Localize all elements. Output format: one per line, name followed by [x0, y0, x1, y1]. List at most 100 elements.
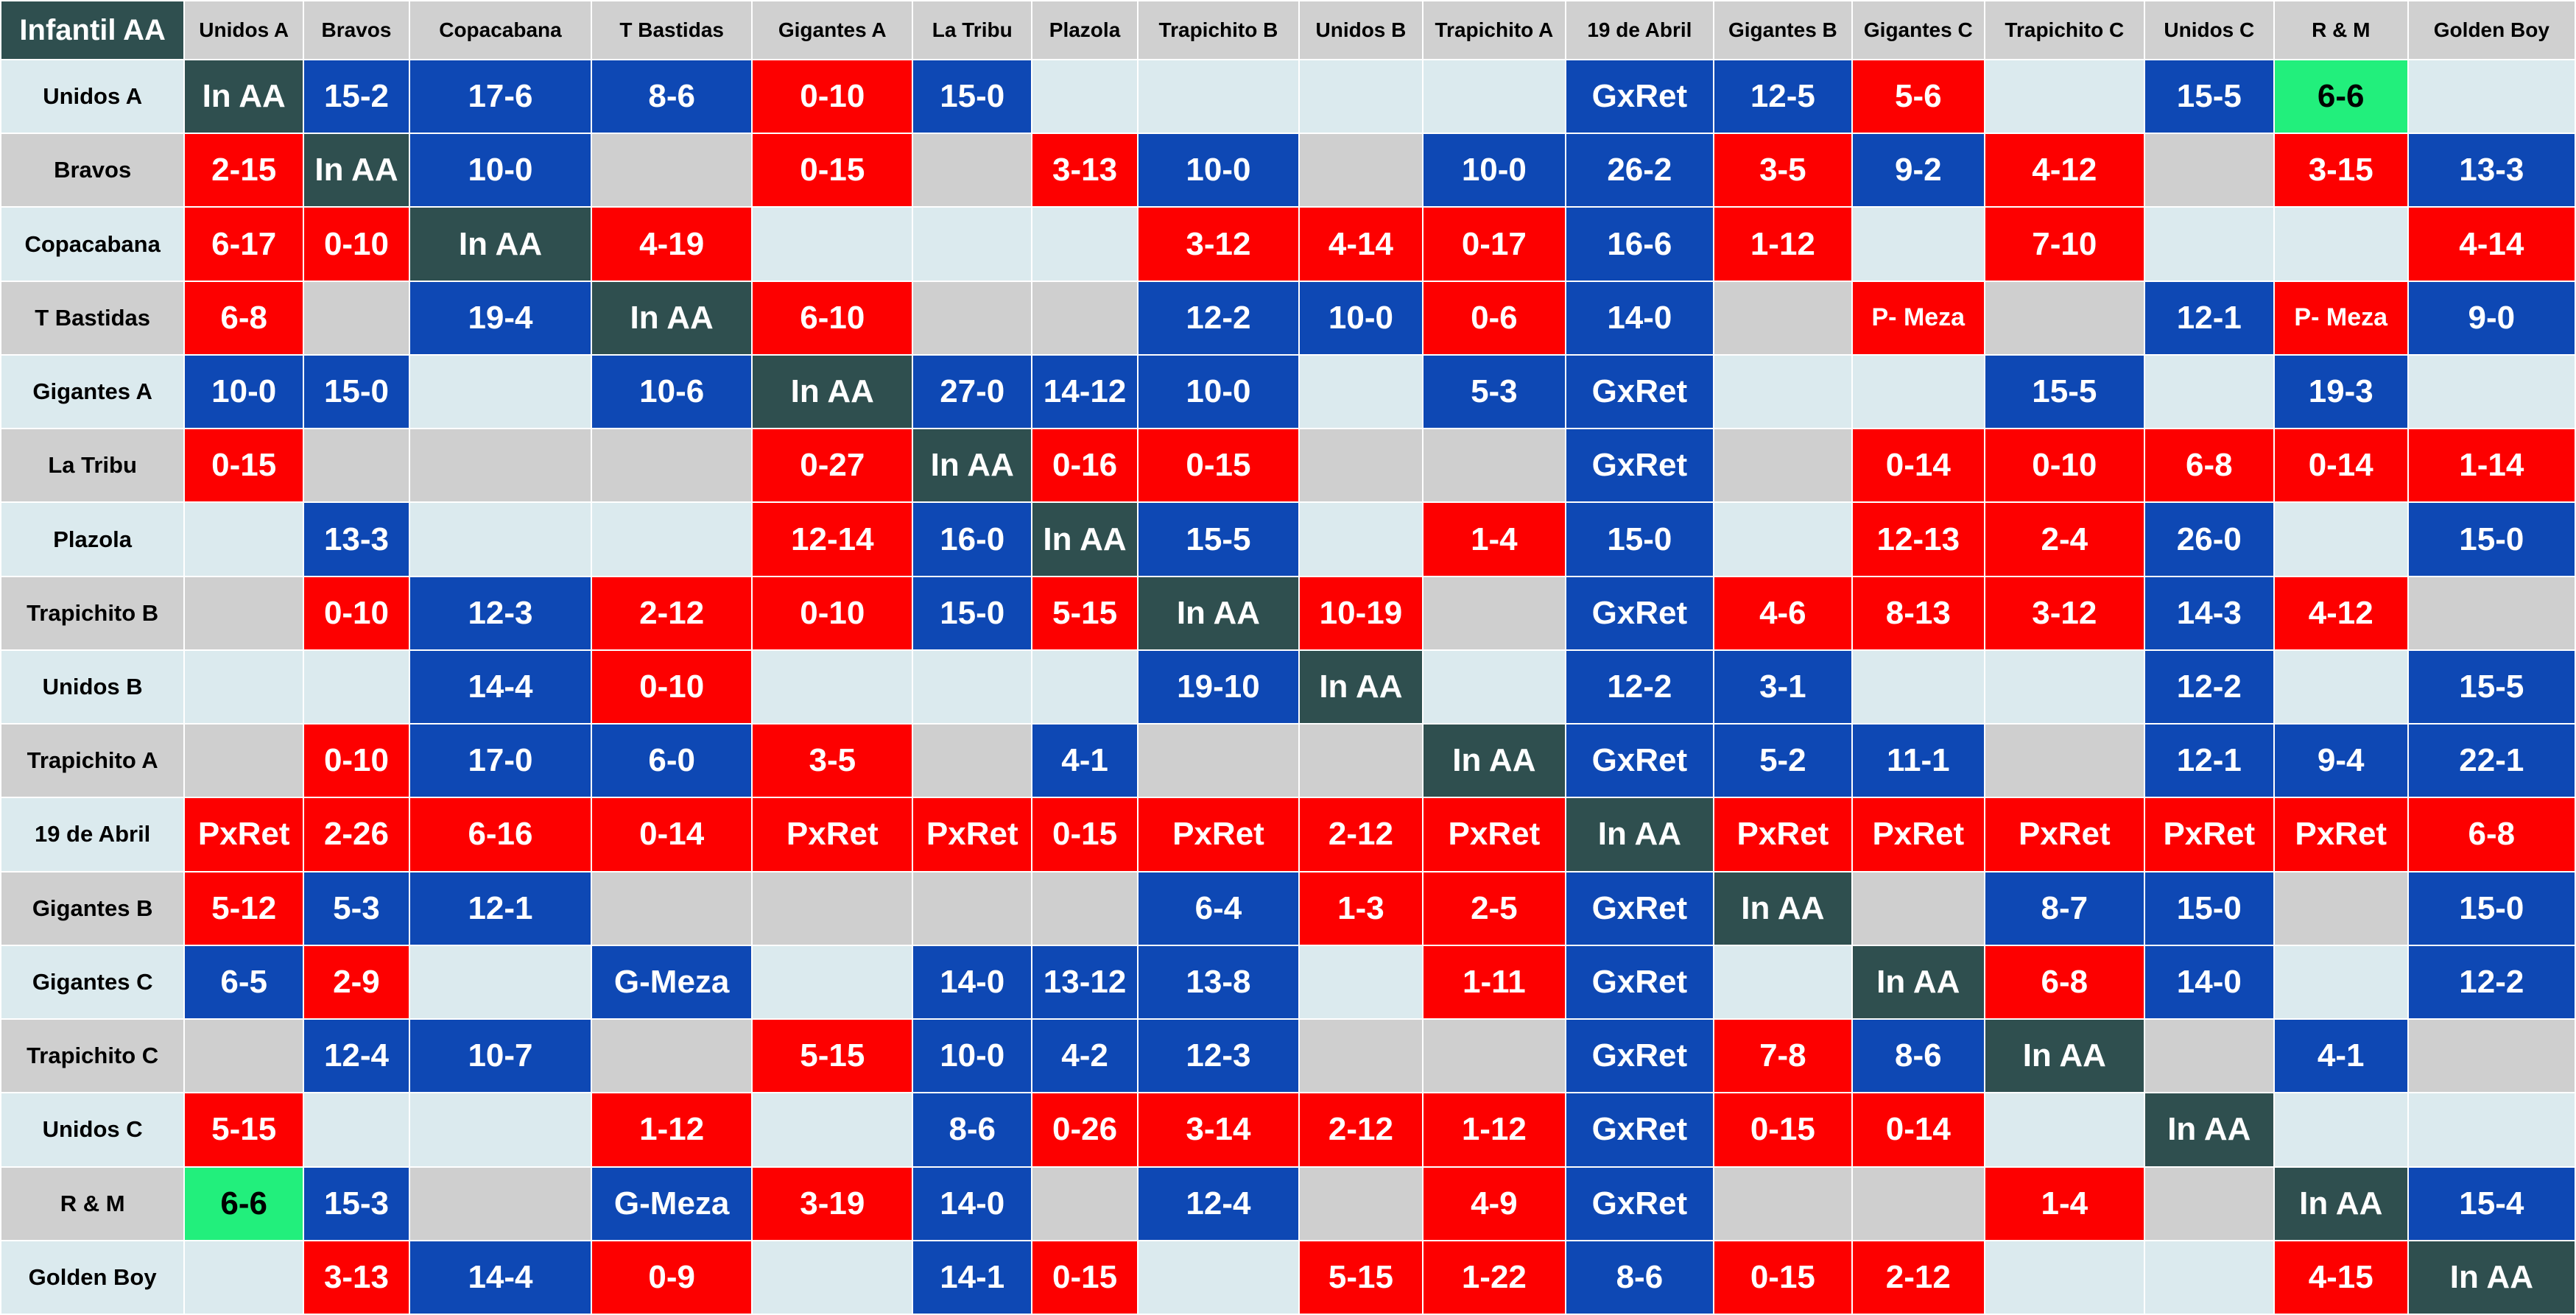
- result-cell: [591, 1018, 753, 1094]
- column-header-unidos-c: Unidos C: [2143, 0, 2275, 60]
- result-cell: 19-10: [1136, 649, 1301, 725]
- column-header-trapichito-b: Trapichito B: [1136, 0, 1301, 60]
- row-header-r-and-m: R & M: [0, 1166, 186, 1241]
- result-cell: [2143, 1166, 2275, 1241]
- table-row: Trapichito C 12-4 10-7 5-15 10-0 4-2 12-3 GxRet…: [0, 1018, 2576, 1094]
- result-cell: 4-9: [1421, 1166, 1566, 1241]
- table-row: Gigantes A 10-0 15-0 10-6 In AA 27-0 14-12 10-0…: [0, 353, 2576, 430]
- result-cell: GxRet: [1564, 58, 1714, 135]
- result-cell: [1851, 206, 1985, 282]
- result-cell: 6-17: [183, 206, 305, 282]
- column-header-copacabana: Copacabana: [408, 0, 593, 60]
- result-cell: G-Meza: [591, 944, 753, 1020]
- table-row: Trapichito B 0-10 12-3 2-12 0-10 15-0 5-15 In A…: [0, 575, 2576, 651]
- result-cell: [1712, 353, 1853, 430]
- row-header-gigantes-a: Gigantes A: [0, 353, 186, 430]
- table-row: Bravos 2-15 In AA 10-0 0-15 3-13 10-0 10-0 26-2 3…: [0, 133, 2576, 208]
- table-row: Golden Boy 3-13 14-4 0-9 14-1 0-15 5-15 1-22 8-6…: [0, 1239, 2576, 1315]
- result-cell: 14-12: [1031, 353, 1139, 430]
- result-cell: 6-8: [183, 280, 305, 356]
- result-cell: 0-14: [1851, 428, 1985, 504]
- result-cell: 8-13: [1851, 575, 1985, 651]
- row-header-gigantes-c: Gigantes C: [0, 944, 186, 1020]
- result-cell: PxRet: [751, 797, 914, 872]
- result-cell: [1031, 870, 1139, 946]
- result-cell: [408, 501, 593, 577]
- result-cell: [1298, 1018, 1424, 1094]
- result-cell: [183, 575, 305, 651]
- result-cell: 14-0: [1564, 280, 1714, 356]
- result-cell: 0-15: [1712, 1239, 1853, 1315]
- result-cell: 15-4: [2407, 1166, 2576, 1241]
- result-cell: 9-2: [1851, 133, 1985, 208]
- result-cell: [1298, 428, 1424, 504]
- result-cell: 5-2: [1712, 723, 1853, 799]
- result-cell: [408, 428, 593, 504]
- result-cell: 10-19: [1298, 575, 1424, 651]
- result-cell: [1136, 1239, 1301, 1315]
- header-row: Infantil AA Unidos A Bravos Copacabana T Ba…: [0, 0, 2576, 60]
- result-cell: 15-2: [303, 58, 410, 135]
- result-cell: 12-3: [1136, 1018, 1301, 1094]
- column-header-gigantes-c: Gigantes C: [1851, 0, 1985, 60]
- result-cell: 12-5: [1712, 58, 1853, 135]
- result-cell: G-Meza: [591, 1166, 753, 1241]
- result-cell: 0-10: [1983, 428, 2145, 504]
- result-cell: In AA: [591, 280, 753, 356]
- result-cell: [591, 428, 753, 504]
- result-cell: 15-5: [1136, 501, 1301, 577]
- row-header-gigantes-b: Gigantes B: [0, 870, 186, 946]
- result-cell: 2-5: [1421, 870, 1566, 946]
- result-cell: 8-6: [912, 1092, 1033, 1168]
- column-header-golden-boy: Golden Boy: [2407, 0, 2576, 60]
- result-cell: 4-2: [1031, 1018, 1139, 1094]
- result-cell: [1851, 353, 1985, 430]
- result-cell: 15-5: [2407, 649, 2576, 725]
- result-cell: 10-7: [408, 1018, 593, 1094]
- result-cell: 12-14: [751, 501, 914, 577]
- result-cell: [2273, 206, 2409, 282]
- result-cell: 6-16: [408, 797, 593, 872]
- result-cell: 10-0: [1298, 280, 1424, 356]
- result-cell: 12-13: [1851, 501, 1985, 577]
- result-cell: [183, 1239, 305, 1315]
- column-header-gigantes-a: Gigantes A: [751, 0, 914, 60]
- result-cell: 0-10: [303, 575, 410, 651]
- table-row: Gigantes B 5-12 5-3 12-1 6-4 1-3 2-5 GxRet In AA…: [0, 870, 2576, 946]
- result-cell: 0-15: [183, 428, 305, 504]
- result-cell: 17-0: [408, 723, 593, 799]
- result-cell: 14-4: [408, 649, 593, 725]
- result-cell: [303, 280, 410, 356]
- result-cell: 1-3: [1298, 870, 1424, 946]
- row-header-trapichito-a: Trapichito A: [0, 723, 186, 799]
- row-header-unidos-c: Unidos C: [0, 1092, 186, 1168]
- result-cell: 5-15: [1298, 1239, 1424, 1315]
- result-cell: [751, 206, 914, 282]
- table-row: Unidos A In AA 15-2 17-6 8-6 0-10 15-0 GxRet 12-…: [0, 58, 2576, 135]
- row-header-golden-boy: Golden Boy: [0, 1239, 186, 1315]
- result-cell: In AA: [1564, 797, 1714, 872]
- result-cell: 10-0: [1136, 353, 1301, 430]
- result-cell: 4-1: [1031, 723, 1139, 799]
- result-cell: [1298, 944, 1424, 1020]
- result-cell: 0-27: [751, 428, 914, 504]
- result-cell: 12-3: [408, 575, 593, 651]
- result-cell: [1031, 206, 1139, 282]
- result-cell: [183, 501, 305, 577]
- column-header-19-de-abril: 19 de Abril: [1564, 0, 1714, 60]
- result-cell: [1851, 870, 1985, 946]
- result-cell: 15-0: [303, 353, 410, 430]
- result-cell: 6-6: [183, 1166, 305, 1241]
- result-cell: 0-14: [2273, 428, 2409, 504]
- result-cell: 15-3: [303, 1166, 410, 1241]
- result-cell: [1851, 649, 1985, 725]
- result-cell: 2-12: [1298, 1092, 1424, 1168]
- result-cell: 11-1: [1851, 723, 1985, 799]
- result-cell: 8-6: [591, 58, 753, 135]
- column-header-trapichito-a: Trapichito A: [1421, 0, 1566, 60]
- result-cell: [751, 944, 914, 1020]
- row-header-unidos-a: Unidos A: [0, 58, 186, 135]
- result-cell: [408, 1166, 593, 1241]
- result-cell: 5-12: [183, 870, 305, 946]
- result-cell: [1031, 58, 1139, 135]
